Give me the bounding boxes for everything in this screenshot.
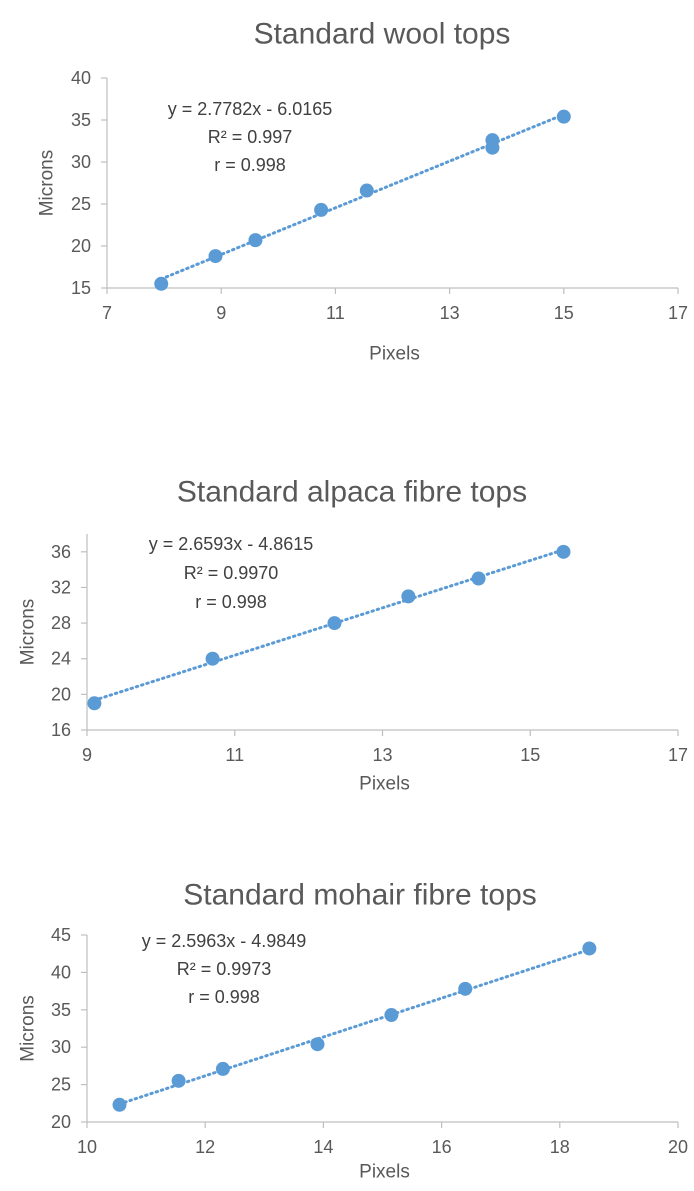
- x-tick-label: 14: [313, 1137, 333, 1157]
- data-point: [205, 651, 220, 666]
- x-tick-label: 20: [668, 1137, 688, 1157]
- y-axis-title: Microns: [37, 150, 58, 217]
- y-tick-label: 30: [71, 152, 91, 172]
- y-tick-label: 25: [51, 1075, 71, 1095]
- y-tick-label: 30: [51, 1037, 71, 1057]
- data-point: [556, 544, 571, 559]
- y-tick-label: 20: [51, 1112, 71, 1132]
- y-tick-label: 16: [51, 720, 71, 740]
- x-axis-title: Pixels: [359, 774, 410, 795]
- x-tick-label: 11: [326, 303, 345, 323]
- trendline-equation: y = 2.5963x - 4.9849: [142, 931, 307, 951]
- data-point: [327, 616, 342, 631]
- y-tick-label: 40: [51, 962, 71, 982]
- y-tick-label: 20: [71, 236, 91, 256]
- y-tick-label: 32: [51, 577, 71, 597]
- data-point: [248, 233, 263, 248]
- x-tick-label: 9: [216, 303, 226, 323]
- y-tick-label: 35: [71, 110, 91, 130]
- data-point: [485, 140, 500, 155]
- data-point: [154, 276, 169, 291]
- x-tick-label: 17: [668, 745, 688, 765]
- chart-title: Standard mohair fibre tops: [183, 879, 537, 912]
- x-axis-title: Pixels: [359, 1162, 410, 1183]
- data-point: [359, 183, 374, 198]
- trendline-equation: y = 2.6593x - 4.8615: [149, 534, 314, 554]
- r-value-label: r = 0.998: [188, 987, 260, 1007]
- data-point: [458, 981, 473, 996]
- r-squared-label: R² = 0.9973: [177, 959, 272, 979]
- y-tick-label: 28: [51, 613, 71, 633]
- x-axis-title: Pixels: [369, 344, 420, 365]
- x-tick-label: 18: [550, 1137, 570, 1157]
- x-tick-label: 17: [668, 303, 688, 323]
- data-point: [215, 1061, 230, 1076]
- data-point: [112, 1097, 127, 1112]
- y-tick-label: 35: [51, 1000, 71, 1020]
- chart-title: Standard alpaca fibre tops: [177, 476, 527, 509]
- y-tick-label: 40: [71, 68, 91, 88]
- data-point: [582, 941, 597, 956]
- x-tick-label: 16: [432, 1137, 452, 1157]
- data-point: [401, 589, 416, 604]
- r-squared-label: R² = 0.997: [208, 127, 293, 147]
- data-point: [208, 249, 223, 264]
- data-point: [556, 109, 571, 124]
- chart-2: Standard alpaca fibre tops 9 11 13 15 17 16 20 2…: [18, 476, 689, 795]
- x-tick-label: 11: [225, 745, 244, 765]
- chart-3: Standard mohair fibre tops 10 12 14 16 18 20 20…: [18, 879, 689, 1183]
- y-tick-label: 24: [51, 649, 71, 669]
- x-tick-label: 12: [195, 1137, 215, 1157]
- r-value-label: r = 0.998: [214, 155, 286, 175]
- x-tick-label: 9: [82, 745, 92, 765]
- y-tick-label: 36: [51, 542, 71, 562]
- x-tick-label: 10: [77, 1137, 97, 1157]
- y-tick-label: 20: [51, 684, 71, 704]
- data-point: [87, 696, 102, 711]
- r-squared-label: R² = 0.9970: [184, 563, 279, 583]
- chart-1: Standard wool tops 7 9 11 13 15 17 15 20 25 30 35 40…: [37, 18, 689, 365]
- trendline: [118, 948, 591, 1106]
- data-point: [171, 1073, 186, 1088]
- x-tick-label: 13: [440, 303, 460, 323]
- y-tick-label: 25: [71, 194, 91, 214]
- r-value-label: r = 0.998: [195, 592, 267, 612]
- trendline-equation: y = 2.7782x - 6.0165: [168, 99, 333, 119]
- x-tick-label: 15: [520, 745, 540, 765]
- x-tick-label: 7: [102, 303, 112, 323]
- x-tick-label: 13: [372, 745, 392, 765]
- data-point: [384, 1008, 399, 1023]
- x-tick-label: 15: [554, 303, 574, 323]
- data-point: [314, 202, 329, 217]
- data-point: [471, 571, 486, 586]
- y-axis-title: Microns: [18, 995, 39, 1062]
- data-point: [310, 1037, 325, 1052]
- y-tick-label: 15: [71, 278, 91, 298]
- y-axis-title: Microns: [18, 599, 39, 666]
- chart-title: Standard wool tops: [254, 18, 511, 51]
- y-tick-label: 45: [51, 925, 71, 945]
